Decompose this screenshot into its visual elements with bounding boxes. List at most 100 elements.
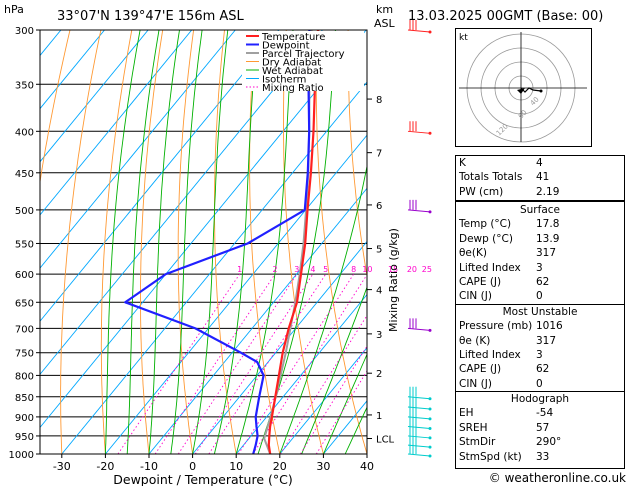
plot-frame: [39, 29, 368, 455]
mixing-ratio-label: 1: [237, 265, 242, 274]
mixing-ratio-line: [208, 273, 327, 454]
series-dewpoint: [124, 30, 311, 454]
pressure-tick-label: 550: [15, 239, 34, 250]
wet-adiabat-line: [344, 406, 367, 454]
index-key: Totals Totals: [459, 171, 523, 184]
dry-adiabat-line: [177, 30, 195, 454]
hodograph-kt-label: kt: [459, 33, 468, 43]
dry-adiabat-line: [140, 30, 164, 454]
mixing-ratio-line: [177, 273, 298, 454]
mu-key: Pressure (mb): [459, 320, 533, 333]
pressure-tick-label: 650: [15, 298, 34, 309]
mu-key: Lifted Index: [459, 348, 521, 361]
surface-row: θe(K) 317: [456, 246, 624, 260]
dry-adiabat-line: [347, 30, 367, 279]
params-panel: Surface Temp (°C) 17.8 Dewp (°C) 13.9 θe(K…: [455, 201, 625, 469]
section-divider: [456, 391, 624, 393]
pressure-tick-label: 600: [15, 270, 34, 281]
wind-barb-icon: [407, 435, 432, 449]
mixing-ratio-label: 15: [388, 265, 398, 274]
altitude-tick-label: 8: [376, 95, 382, 106]
pressure-tick-label: 400: [15, 127, 34, 138]
hodograph-frame: [455, 28, 592, 147]
surface-value: 13.9: [536, 232, 560, 245]
location-title: 33°07'N 139°47'E 156m ASL: [57, 9, 245, 24]
wet-adiabat-line: [148, 30, 180, 454]
hodograph-trace: [520, 87, 542, 93]
wet-adiabat-line: [322, 353, 367, 454]
mixing-ratio-label: 8: [351, 265, 356, 274]
wind-barb-icon: [407, 386, 432, 401]
hodograph: kt 40 60 120: [455, 28, 592, 147]
legend-dewpoint: Dewpoint: [262, 41, 310, 52]
isotherm-line: [40, 30, 323, 376]
altitude-tick-label: 4: [376, 286, 382, 297]
wind-barb-icon: [407, 444, 432, 458]
surface-header: Surface: [519, 204, 560, 216]
pressure-axis: 300 350 400 450 500 550 600 650 700 750 800 850 900 9…: [9, 26, 40, 461]
wind-barb-icon: [407, 199, 432, 214]
mu-value: 3: [536, 348, 543, 361]
isotherm-line: [279, 347, 367, 454]
dry-adiabat-line: [214, 30, 237, 454]
wet-adiabat-line: [301, 286, 367, 454]
dry-adiabat-line: [60, 30, 102, 454]
altitude-tick-label: 5: [376, 245, 382, 256]
index-value: 4: [536, 157, 543, 169]
mixing-ratio-line: [279, 314, 367, 454]
wind-barb-icon: [407, 318, 432, 332]
wind-barb-icon: [407, 396, 432, 411]
pressure-tick-label: 350: [15, 80, 34, 91]
surface-key: CIN (J): [459, 290, 492, 303]
pressure-tick-label: 1000: [9, 450, 34, 461]
surface-key: CAPE (J): [459, 275, 502, 288]
chart-grid: [40, 30, 367, 454]
dry-adiabat-line: [100, 30, 133, 454]
hodo-row: SREH 57: [456, 421, 624, 435]
hodograph-ring-label-60: 60: [517, 108, 529, 120]
index-key: PW (cm): [459, 185, 504, 198]
hodo-row: StmDir 290°: [456, 435, 624, 449]
wet-adiabat-line: [235, 30, 294, 454]
index-row-totals: Totals Totals 41: [456, 170, 624, 184]
hodo-value: -54: [536, 407, 554, 420]
mixing-ratio-label: 3: [294, 265, 299, 274]
pressure-tick-label: 700: [15, 324, 34, 335]
altitude-tick-label: 3: [376, 330, 382, 341]
datetime-title: 13.03.2025 00GMT (Base: 00): [408, 9, 603, 24]
footer-credit: © weatheronline.co.uk: [489, 471, 626, 485]
wet-adiabat-line: [126, 30, 160, 454]
isotherm-line: [105, 134, 367, 454]
pressure-tick-label: 450: [15, 169, 34, 180]
mu-row: CIN (J) 0: [456, 377, 624, 391]
mixing-ratio-line: [194, 273, 314, 454]
surface-row: Lifted Index 3: [456, 261, 624, 275]
altitude-tick-label: 7: [376, 149, 382, 160]
mu-key: CIN (J): [459, 377, 492, 390]
mixing-ratio-label: 2: [272, 265, 277, 274]
temperature-tick-label: 30: [316, 460, 330, 473]
temperature-tick-label: 20: [273, 460, 287, 473]
hodograph-end-point: [539, 89, 543, 93]
surface-value: 0: [536, 290, 543, 303]
surface-value: 317: [536, 247, 557, 260]
asl-label: ASL: [374, 17, 396, 30]
mixing-ratio-line: [117, 273, 241, 454]
section-divider: [456, 303, 624, 305]
wet-adiabat-line: [279, 164, 367, 454]
km-label: km: [376, 3, 393, 16]
hodo-row: EH -54: [456, 406, 624, 420]
altitude-tick-label: 1: [376, 411, 382, 422]
hodograph-table-header: Hodograph: [510, 393, 570, 406]
mu-row: Pressure (mb) 1016: [456, 319, 624, 333]
index-row-pw: PW (cm) 2.19: [456, 185, 624, 199]
pressure-tick-label: 750: [15, 349, 34, 360]
isotherm-line: [40, 30, 236, 269]
most-unstable-header: Most Unstable: [502, 305, 578, 318]
mixing-ratio-line: [238, 273, 354, 454]
pressure-tick-label: 500: [15, 206, 34, 217]
pressure-tick-label: 300: [15, 26, 34, 37]
